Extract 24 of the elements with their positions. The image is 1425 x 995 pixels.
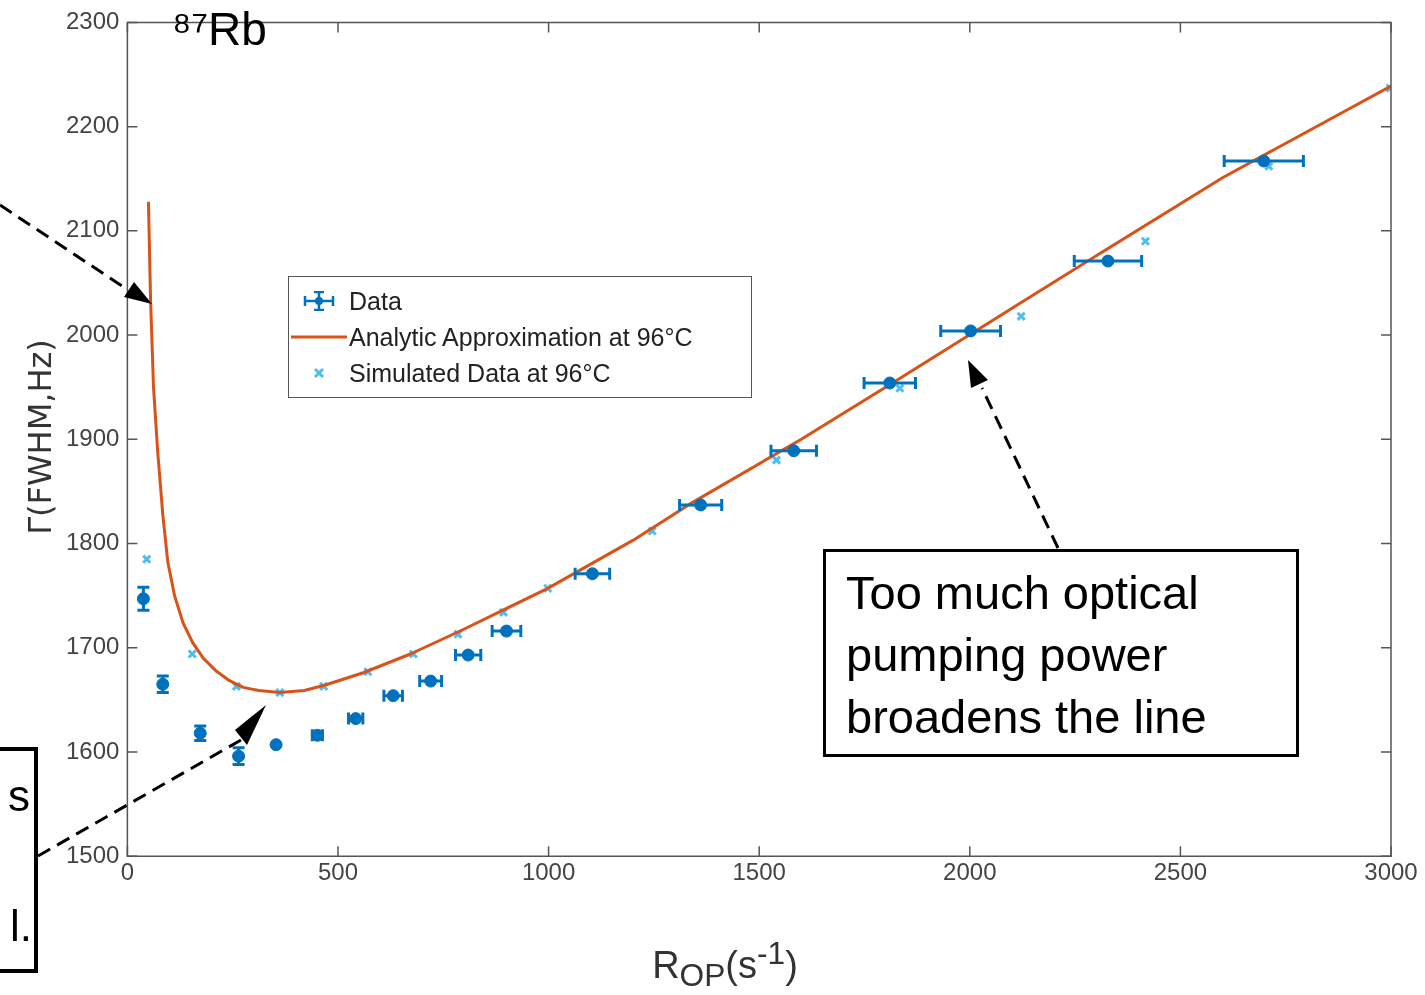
annotation: Too much optical pumping power broadens the line [823,549,1299,757]
y-axis-title: Γ(FWHM,Hz) [21,338,59,537]
y-tick-label: 2100 [66,215,120,243]
y-tick-label: 1600 [66,736,120,764]
x-tick-label: 500 [317,858,359,886]
y-tick-label: 1700 [66,632,120,660]
y-tick-label: 1800 [66,528,120,556]
legend-label: Simulated Data at 96°C [349,358,611,388]
y-tick-label: 2200 [66,111,120,139]
x-tick-label: 2000 [943,858,997,886]
y-tick-label: 2000 [66,319,120,347]
text: l. [10,901,32,951]
text: s [8,771,30,821]
x-tick-label: 2500 [1153,858,1208,886]
y-tick-label: 1900 [66,423,120,451]
x-tick-label: 3000 [1364,858,1418,886]
y-tick-label: 1500 [66,840,120,868]
x-tick-label: 1000 [521,858,576,886]
x-tick-label: 0 [120,858,135,886]
x-tick-label: 1500 [732,858,786,886]
x-axis-title: R$_{OP}$(s$^{-1}$) [651,935,799,995]
legend-label: Data [349,286,402,316]
y-tick-label: 2300 [66,7,120,35]
legend-label: Analytic Approximation at 96°C [349,322,693,352]
